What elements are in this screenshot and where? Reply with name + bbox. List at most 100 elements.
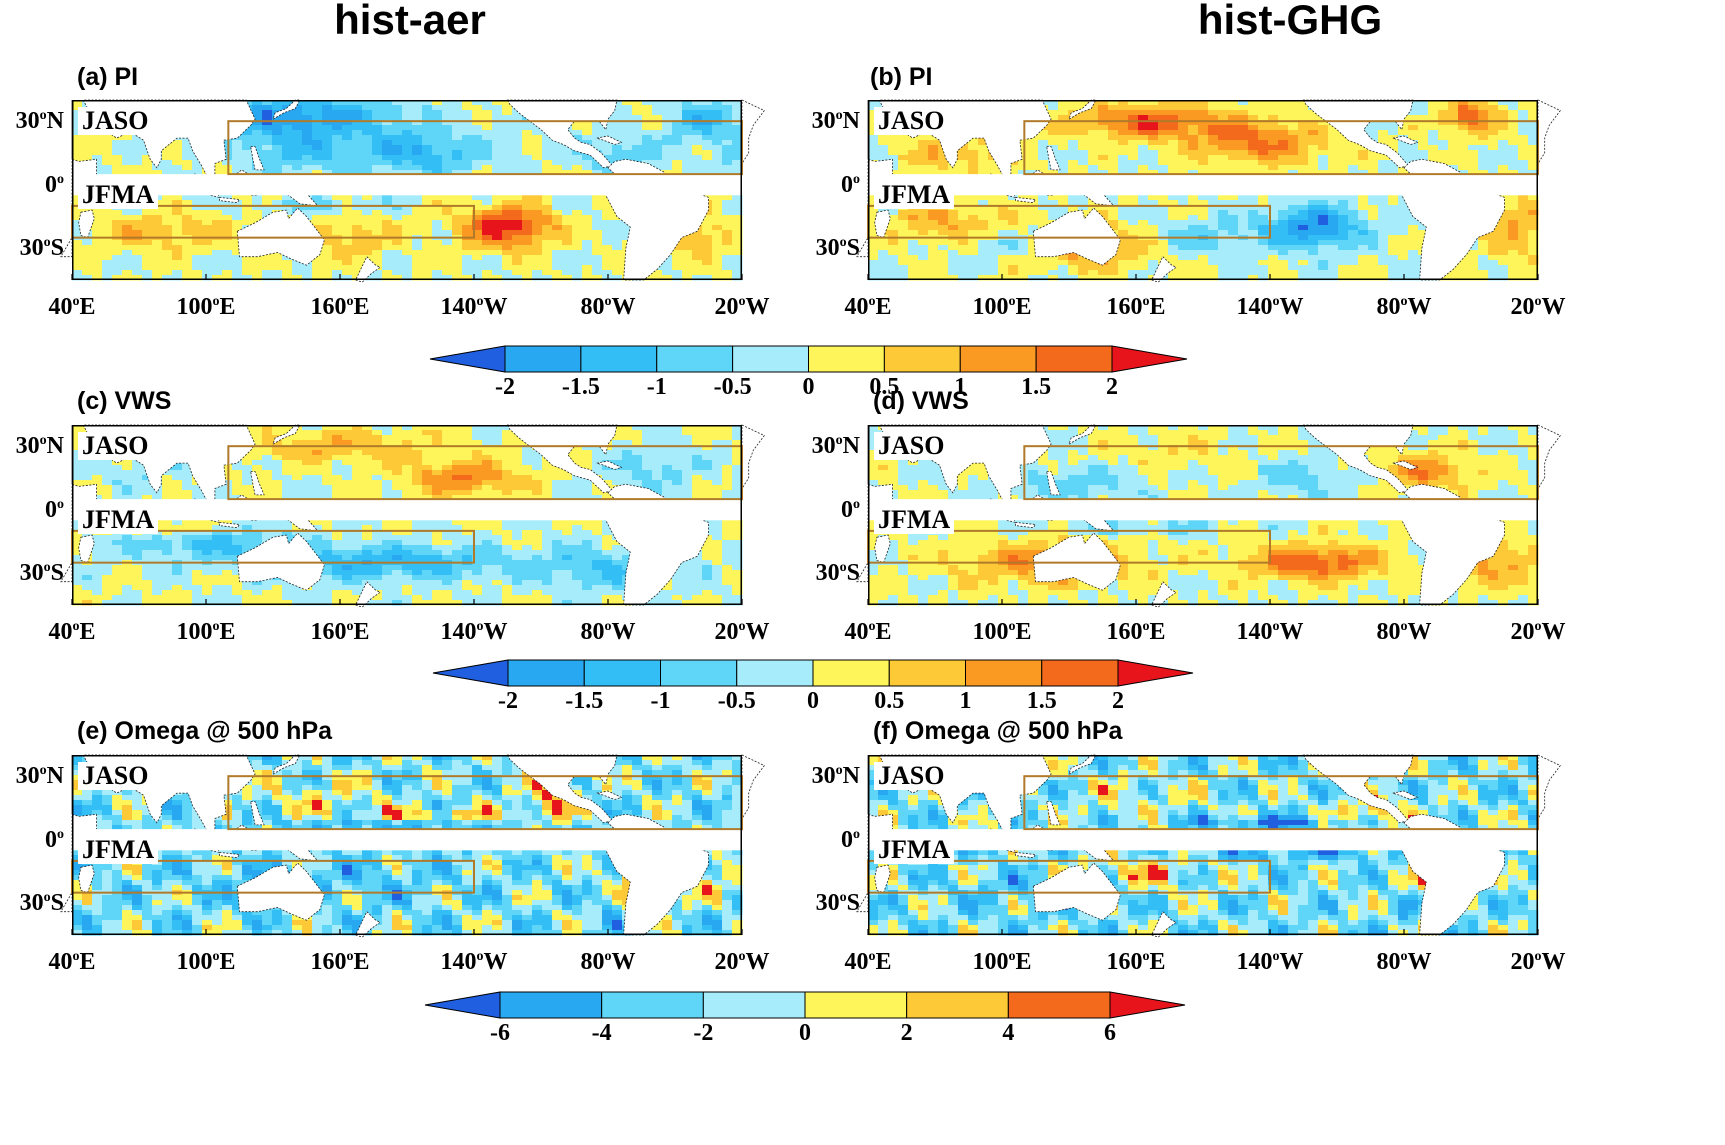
land-newzealand: [355, 256, 381, 283]
lon-label-140w: 140oW: [440, 294, 508, 320]
land-java: [219, 851, 241, 859]
lat-label-30n: 30oN: [811, 763, 860, 790]
column-title-hist-ghg: hist-GHG: [1197, 0, 1383, 43]
land-java: [1015, 851, 1037, 859]
map-panel-f: [856, 754, 1561, 938]
land-philippines: [1046, 801, 1061, 826]
panel-title-a: (a) PI: [77, 63, 139, 91]
band-label-jfma: JFMA: [78, 506, 159, 535]
band-label-jfma: JFMA: [874, 836, 955, 865]
lon-label-100e: 100oE: [176, 949, 236, 975]
equator-band: [868, 174, 1538, 196]
colorbar-tick-label: -2: [495, 374, 515, 400]
lat-label-30n: 30oN: [15, 433, 64, 460]
land-newzealand: [1151, 911, 1177, 938]
land-north-america: [506, 99, 618, 169]
land-north-america: [1302, 99, 1414, 169]
colorbar-tick-label: 6: [1104, 1020, 1116, 1046]
lon-label-20w: 20oW: [1510, 294, 1566, 320]
lon-label-160e: 160oE: [310, 619, 370, 645]
land-cuba: [1392, 790, 1419, 800]
colorbar-tick-label: -0.5: [717, 688, 756, 714]
colorbar-bin: [1007, 991, 1111, 1019]
colorbar-tick-label: -0.5: [713, 374, 752, 400]
colorbar-bin: [959, 345, 1037, 373]
band-label-jfma: JFMA: [78, 836, 159, 865]
colorbar-bin: [702, 991, 806, 1019]
lon-label-100e: 100oE: [972, 619, 1032, 645]
lon-label-140w: 140oW: [1236, 619, 1304, 645]
lon-label-160e: 160oE: [310, 949, 370, 975]
lon-label-160e: 160oE: [310, 294, 370, 320]
colorbar-tick-label: 2: [900, 1020, 913, 1046]
lat-label-30s: 30oS: [19, 890, 64, 917]
lon-label-80w: 80oW: [580, 294, 636, 320]
band-label-jaso: JASO: [78, 107, 153, 136]
colorbar-bin: [499, 991, 603, 1019]
lon-label-40e: 40oE: [48, 949, 96, 975]
colorbar-tick-label: 0.5: [869, 374, 900, 400]
colorbar-bin: [906, 991, 1009, 1019]
land-north-america: [506, 424, 618, 494]
colorbar-over-triangle: [1109, 991, 1186, 1019]
colorbar-tick-label: 0: [799, 1020, 811, 1046]
colorbar-tick-label: -6: [490, 1020, 510, 1046]
land-newzealand: [355, 911, 381, 938]
land-java: [219, 521, 241, 529]
colorbar-tick-label: 0.5: [874, 688, 905, 714]
colorbar-over-triangle: [1117, 659, 1194, 687]
land-cuba: [596, 790, 623, 800]
land-west-africa: [1537, 99, 1561, 165]
lon-label-140w: 140oW: [1236, 949, 1304, 975]
colorbar-pi: [429, 345, 1188, 373]
colorbar-under-triangle: [432, 659, 509, 687]
colorbar-bin: [888, 659, 966, 687]
map-panel-a: [60, 99, 765, 283]
colorbar-bin: [732, 345, 809, 373]
colorbar-bin: [507, 659, 585, 687]
colorbar-bin: [1041, 659, 1119, 687]
land-north-america: [1302, 754, 1414, 824]
lat-label-30s: 30oS: [815, 560, 860, 587]
colorbar-tick-label: -1.5: [561, 374, 600, 400]
colorbar-tick-label: 0: [807, 688, 819, 714]
band-label-jaso: JASO: [874, 762, 949, 791]
colorbar-tick-label: -4: [591, 1020, 612, 1046]
colorbar-bin: [583, 659, 661, 687]
colorbar-over-triangle: [1111, 345, 1188, 373]
colorbar-tick-label: 1.5: [1021, 374, 1052, 400]
land-philippines: [250, 471, 265, 496]
colorbar-under-triangle: [424, 991, 501, 1019]
land-west-africa: [1537, 754, 1561, 820]
colorbar-tick-label: -1: [646, 374, 667, 400]
land-australia: [1032, 207, 1121, 266]
land-philippines: [250, 146, 265, 171]
lon-label-80w: 80oW: [1376, 949, 1432, 975]
colorbar-tick-label: -1: [650, 688, 671, 714]
land-australia: [236, 207, 325, 266]
colorbar-vws: [432, 659, 1194, 687]
colorbar-bin: [656, 345, 734, 373]
panel-title-f: (f) Omega @ 500 hPa: [873, 717, 1123, 745]
lat-label-eq: 0o: [45, 496, 64, 523]
colorbar-bin: [965, 659, 1043, 687]
land-java: [1015, 196, 1037, 204]
land-west-africa: [1537, 424, 1561, 490]
land-west-africa: [741, 754, 765, 820]
colorbar-tick-label: -2: [498, 688, 518, 714]
lon-label-20w: 20oW: [714, 294, 770, 320]
land-java: [219, 196, 241, 204]
map-frame: [868, 100, 1538, 280]
lat-label-eq: 0o: [841, 171, 860, 198]
land-philippines: [250, 801, 265, 826]
colorbar-tick-label: -1.5: [565, 688, 604, 714]
lon-label-80w: 80oW: [1376, 619, 1432, 645]
land-cuba: [596, 460, 623, 470]
lon-label-20w: 20oW: [1510, 619, 1566, 645]
colorbar-tick-label: 2: [1106, 374, 1118, 400]
band-label-jaso: JASO: [874, 107, 949, 136]
map-panel-e: [60, 754, 765, 938]
colorbar-bin: [883, 345, 961, 373]
land-australia: [236, 532, 325, 591]
lon-label-100e: 100oE: [972, 949, 1032, 975]
